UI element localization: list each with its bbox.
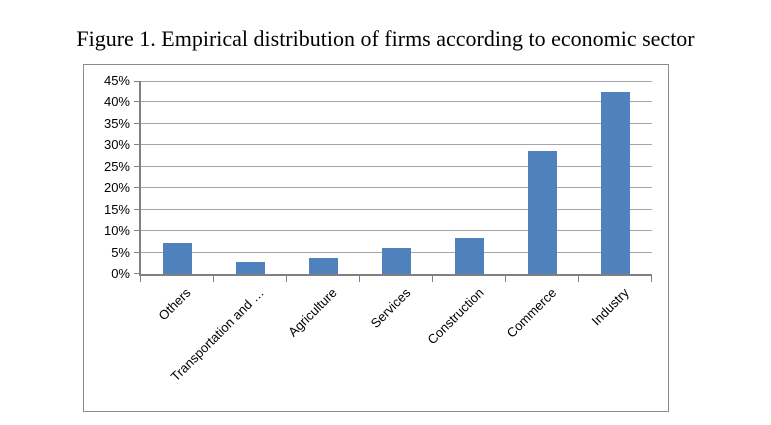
plot-area — [134, 81, 652, 282]
x-axis-tick — [212, 276, 214, 282]
y-axis-tick — [134, 208, 139, 210]
bar-others — [162, 242, 192, 274]
x-axis-tick — [651, 276, 652, 282]
y-tick-label: 25% — [103, 158, 130, 174]
y-axis-tick — [134, 187, 139, 189]
y-tick-label: 15% — [103, 201, 130, 217]
y-tick-label: 45% — [103, 73, 130, 88]
x-tick-label: Industry — [588, 285, 633, 329]
y-axis-tick — [134, 230, 139, 232]
bar-construction — [455, 237, 484, 274]
y-tick-label: 35% — [103, 115, 130, 131]
x-tick-label: Commerce — [503, 285, 560, 341]
x-axis-tick — [140, 276, 141, 282]
gridline — [141, 187, 652, 189]
y-tick-label: 10% — [103, 223, 130, 239]
figure-title: Figure 1. Empirical distribution of firm… — [76, 26, 695, 51]
x-axis-tick — [285, 276, 287, 282]
x-tick-label: Others — [155, 285, 195, 324]
gridline — [141, 122, 652, 124]
bar-services — [382, 248, 411, 274]
y-axis-tick — [134, 251, 139, 253]
x-axis-tick — [431, 276, 433, 282]
gridline — [141, 230, 652, 232]
bar-transportation-and — [236, 262, 265, 274]
gridline — [141, 165, 652, 167]
gridline — [141, 101, 652, 103]
bar-agriculture — [309, 257, 338, 274]
x-axis-labels: Others Transportation and … Agriculture Ser… — [84, 65, 668, 411]
y-axis-tick — [134, 144, 139, 146]
y-tick-label: 0% — [111, 266, 130, 281]
chart-frame: 0% 5% 10% 15% 20% 25% 30% 35% 40% 45% Others Trans… — [83, 64, 669, 412]
y-axis-tick — [134, 101, 139, 103]
y-axis-tick — [134, 273, 139, 274]
x-axis-tick — [578, 276, 579, 282]
y-tick-label: 30% — [103, 137, 130, 153]
bar-industry — [601, 92, 630, 274]
gridline — [141, 144, 652, 146]
x-tick-label: Services — [367, 285, 414, 331]
y-tick-label: 20% — [103, 180, 130, 196]
y-tick-label: 5% — [111, 244, 130, 260]
x-axis-tick — [505, 276, 506, 282]
y-axis-tick — [134, 81, 139, 82]
x-tick-label: Agriculture — [285, 285, 341, 340]
bar-commerce — [528, 150, 557, 274]
x-tick-label: Construction — [423, 285, 487, 348]
gridline — [141, 208, 652, 210]
y-tick-label: 40% — [103, 94, 130, 110]
y-axis-tick — [134, 165, 139, 167]
gridline — [141, 81, 652, 82]
y-axis-tick — [134, 122, 139, 124]
y-axis-labels: 0% 5% 10% 15% 20% 25% 30% 35% 40% 45% — [84, 73, 130, 281]
x-axis-tick — [359, 276, 360, 282]
